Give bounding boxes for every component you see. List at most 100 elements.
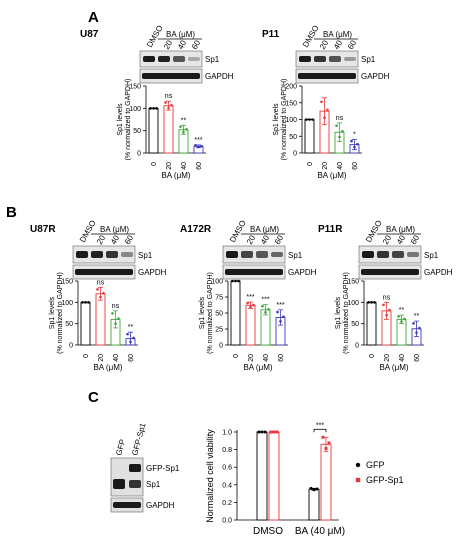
bar — [163, 105, 174, 154]
data-point — [353, 145, 356, 149]
blot-band — [377, 251, 389, 258]
y-axis-label: (% normalized to GAPDH) — [207, 272, 214, 354]
data-point — [385, 313, 388, 317]
significance-label: *** — [246, 294, 254, 301]
blot-band — [106, 251, 118, 258]
data-point — [412, 322, 415, 325]
gapdh-label: GAPDH — [146, 501, 175, 510]
data-point — [267, 307, 270, 311]
data-point — [117, 317, 120, 320]
y-tick-label: 1.0 — [222, 430, 232, 437]
data-point — [338, 135, 341, 139]
lane-label-40: 40 — [332, 38, 345, 51]
lane-label-20: 20 — [245, 233, 258, 246]
y-tick-label: 50 — [289, 134, 297, 141]
x-tick-label: 60 — [278, 354, 285, 362]
data-point — [323, 116, 326, 120]
blot-band — [226, 251, 238, 258]
ba-um-label: BA (μM) — [386, 225, 415, 234]
data-point — [260, 430, 264, 434]
x-tick-label: 60 — [414, 354, 421, 362]
blot-band — [344, 57, 356, 61]
data-point — [257, 430, 261, 434]
y-tick-label: 50 — [65, 321, 73, 328]
blot-band — [361, 269, 419, 275]
blot-band — [76, 251, 88, 258]
x-tick-label: 20 — [248, 354, 255, 362]
data-point — [370, 301, 373, 304]
y-tick-label: 150 — [285, 100, 297, 107]
data-point — [129, 340, 132, 344]
data-point — [321, 435, 325, 439]
blot-band — [241, 251, 253, 258]
blot-band — [188, 57, 200, 61]
gapdh-label: GAPDH — [288, 268, 317, 277]
y-axis-label: Sp1 levels — [335, 296, 342, 329]
blot-group-b3: P11R DMSO BA (μM) 20 40 60 Sp1 GAPDH — [318, 219, 453, 280]
y-tick-label: 0.2 — [222, 500, 232, 507]
sp1-label: Sp1 — [361, 55, 376, 64]
x-tick-label: 20 — [98, 354, 105, 362]
data-point — [81, 301, 84, 304]
lane-label-20: 20 — [162, 38, 175, 51]
blot-group-a1: U87 DMSO BA (μM) 20 40 60 Sp1 GAPDH — [80, 24, 234, 84]
sp1-blot-strip — [72, 245, 136, 264]
data-point — [96, 288, 99, 291]
y-axis-label: Normalized cell viability — [205, 429, 215, 523]
x-tick-label: 0 — [307, 162, 314, 166]
data-point — [155, 107, 158, 110]
panel-label-a: A — [88, 9, 99, 26]
data-point — [102, 291, 105, 295]
data-point — [263, 430, 267, 434]
y-axis-label: Sp1 levels — [49, 296, 56, 329]
x-tick-label: 0 — [233, 354, 240, 358]
blot-band — [113, 502, 141, 508]
blot-band — [329, 56, 341, 62]
x-tick-label: 20 — [166, 162, 173, 170]
y-tick-label: 50 — [351, 321, 359, 328]
ba-um-label: BA (μM) — [323, 30, 352, 39]
data-point — [324, 447, 328, 451]
x-tick-label: 0 — [83, 354, 90, 358]
x-axis-label: BA (μM) — [93, 363, 122, 372]
data-point — [264, 311, 267, 314]
sp1-blot-strip — [295, 50, 359, 68]
cell-line-label-p11: P11 — [262, 29, 280, 40]
blot-band — [299, 56, 311, 62]
bar — [148, 107, 159, 154]
legend-marker — [355, 462, 361, 468]
data-point — [276, 310, 279, 314]
y-axis-label: (% normalized to GAPDH) — [57, 272, 64, 354]
bar — [230, 280, 241, 346]
sp1-label: Sp1 — [424, 251, 439, 260]
sp1-label: Sp1 — [138, 251, 153, 260]
significance-label: ns — [97, 279, 105, 286]
significance-label: ns — [165, 93, 173, 100]
significance-label: *** — [316, 422, 324, 429]
x-axis-label: BA (μM) — [243, 363, 272, 372]
data-point — [335, 124, 338, 127]
data-point — [182, 130, 185, 134]
blot-group-b2: A172R DMSO BA (μM) 20 40 60 Sp1 GAPDH — [180, 219, 317, 280]
gapdh-label: GAPDH — [361, 72, 390, 81]
x-tick-label: 20 — [322, 162, 329, 170]
blot-band — [225, 269, 283, 275]
y-tick-label: 0 — [293, 151, 297, 158]
y-axis-label: Sp1 levels — [273, 103, 280, 136]
data-point — [309, 486, 313, 490]
y-tick-label: 100 — [61, 300, 73, 307]
y-tick-label: 200 — [285, 84, 297, 91]
bar — [268, 431, 280, 521]
x-axis-label: BA (μM) — [379, 363, 408, 372]
x-tick-label: 40 — [263, 354, 270, 362]
data-point — [252, 303, 255, 307]
data-point — [356, 142, 359, 146]
blot-band — [298, 73, 356, 79]
sp1-blot-strip — [110, 457, 144, 497]
data-point — [87, 301, 90, 304]
data-point — [282, 315, 285, 319]
data-point — [341, 129, 344, 133]
blot-band — [113, 479, 125, 489]
bar — [308, 488, 320, 521]
